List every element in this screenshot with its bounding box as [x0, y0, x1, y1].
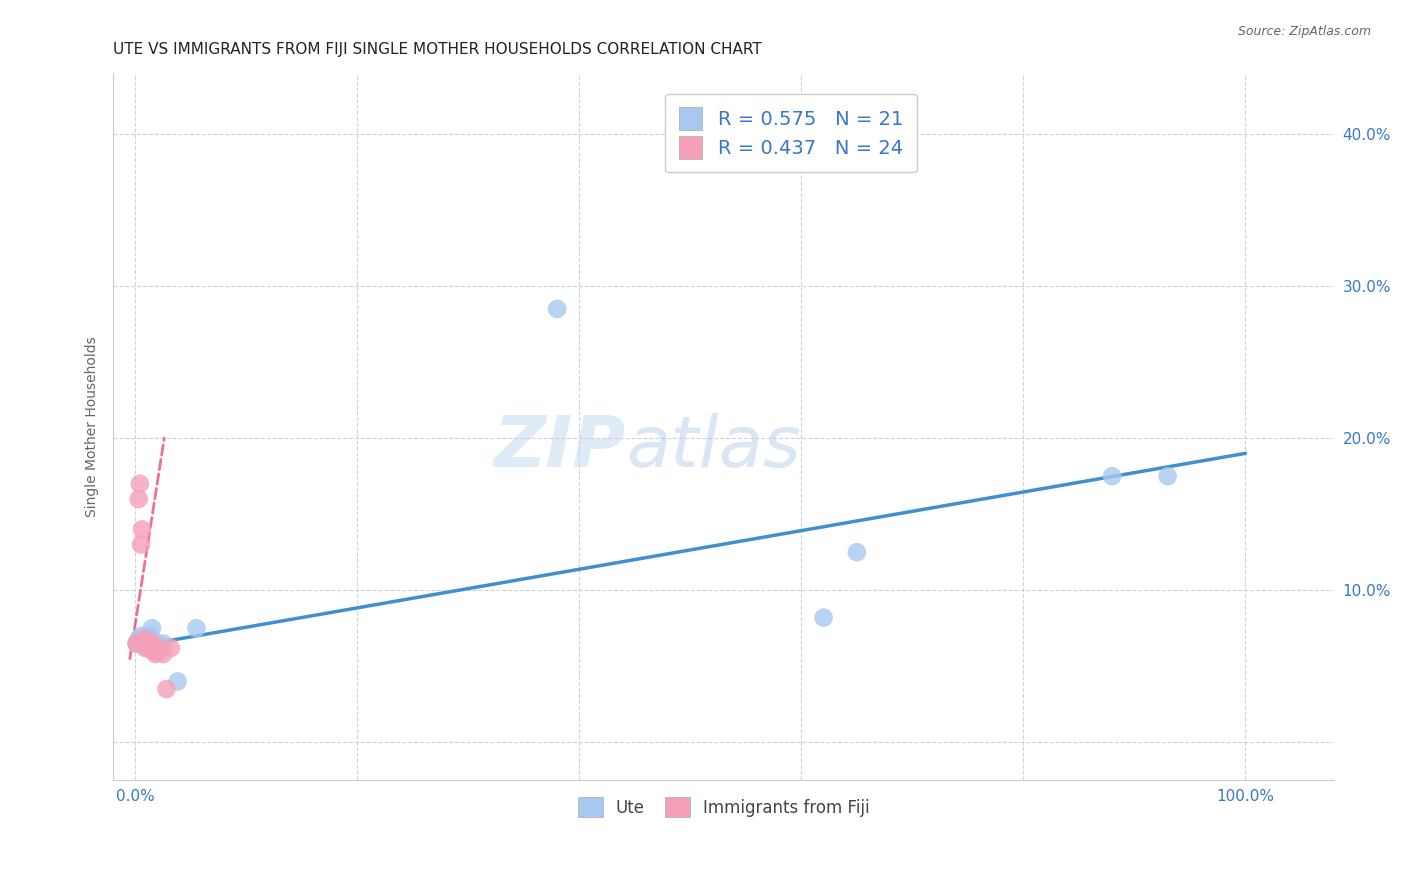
Point [141, 621, 163, 635]
Point [145, 647, 167, 661]
Legend: Ute, Immigrants from Fiji: Ute, Immigrants from Fiji [569, 789, 879, 825]
Point [135, 636, 157, 650]
Point [546, 301, 568, 316]
Point [125, 636, 148, 650]
Point [845, 545, 868, 559]
Point [135, 640, 157, 655]
Point [186, 621, 208, 635]
Point [131, 522, 153, 536]
Point [1156, 469, 1178, 483]
Point [128, 632, 150, 646]
Point [139, 629, 162, 643]
Point [1101, 469, 1123, 483]
Y-axis label: Single Mother Households: Single Mother Households [86, 336, 100, 517]
Point [136, 636, 159, 650]
Point [142, 644, 165, 658]
Text: atlas: atlas [626, 414, 800, 483]
Point [125, 636, 148, 650]
Point [128, 476, 150, 491]
Point [128, 636, 150, 650]
Point [166, 674, 188, 689]
Point [145, 636, 167, 650]
Point [136, 632, 159, 646]
Point [152, 636, 174, 650]
Point [146, 636, 169, 650]
Point [132, 636, 155, 650]
Text: ZIP: ZIP [494, 414, 626, 483]
Point [149, 644, 172, 658]
Point [152, 647, 174, 661]
Point [146, 640, 169, 655]
Point [127, 636, 149, 650]
Point [813, 610, 835, 624]
Point [132, 632, 155, 646]
Point [155, 681, 177, 696]
Point [134, 636, 156, 650]
Text: UTE VS IMMIGRANTS FROM FIJI SINGLE MOTHER HOUSEHOLDS CORRELATION CHART: UTE VS IMMIGRANTS FROM FIJI SINGLE MOTHE… [114, 42, 762, 57]
Point [128, 491, 150, 506]
Point [131, 636, 153, 650]
Point [129, 629, 152, 643]
Text: Source: ZipAtlas.com: Source: ZipAtlas.com [1237, 25, 1371, 38]
Point [134, 640, 156, 655]
Point [134, 636, 156, 650]
Point [139, 640, 162, 655]
Point [145, 644, 167, 658]
Point [160, 640, 183, 655]
Point [138, 636, 160, 650]
Point [134, 632, 156, 646]
Point [139, 636, 162, 650]
Point [143, 640, 166, 655]
Point [141, 636, 163, 650]
Point [129, 538, 152, 552]
